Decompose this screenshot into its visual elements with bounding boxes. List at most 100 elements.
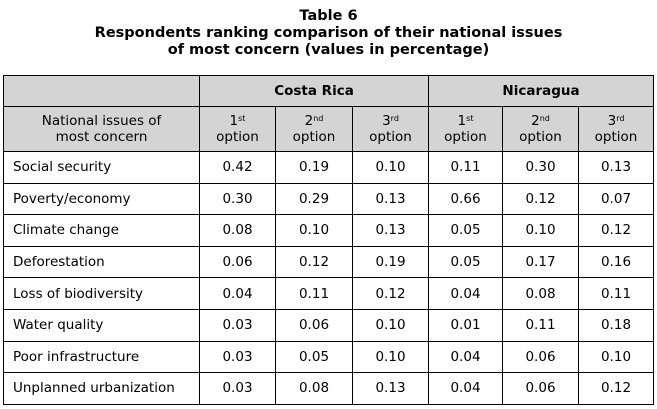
value-cell: 0.05 [428, 214, 503, 247]
table-row: Poor infrastructure 0.03 0.05 0.10 0.04 0.06 0… [3, 340, 655, 374]
issue-column-header: National issues of most concern [3, 106, 200, 152]
value-cell: 0.11 [577, 277, 655, 310]
value-cell: 0.07 [577, 182, 655, 216]
country-header-nicaragua: Nicaragua [427, 75, 655, 107]
issue-cell: Climate change [3, 214, 200, 247]
option-rank-suffix: rd [616, 114, 625, 123]
issue-cell: Loss of biodiversity [3, 277, 200, 310]
value-cell: 0.18 [577, 308, 655, 342]
value-cell: 0.06 [275, 308, 353, 342]
value-cell: 0.16 [577, 245, 655, 279]
value-cell: 0.12 [502, 182, 579, 216]
value-cell: 0.29 [275, 182, 353, 216]
issue-cell: Poverty/economy [3, 182, 200, 216]
value-cell: 0.10 [352, 151, 429, 184]
value-cell: 0.12 [275, 245, 353, 279]
option-rank-number: 3 [607, 113, 617, 129]
value-cell: 0.01 [428, 308, 503, 342]
value-cell: 0.03 [199, 372, 276, 405]
option-column-header: 3rd option [352, 106, 429, 152]
value-cell: 0.04 [199, 277, 276, 310]
option-column-header: 3rd option [577, 106, 655, 152]
option-rank-number: 2 [531, 113, 540, 129]
ranking-comparison-table: Costa Rica Nicaragua National issues of … [3, 75, 655, 405]
issue-cell: Water quality [3, 308, 200, 342]
table-title-line-2: of most concern (values in percentage) [167, 42, 490, 58]
option-rank-number: 1 [229, 113, 239, 129]
value-cell: 0.05 [275, 340, 353, 374]
option-word: option [594, 129, 638, 145]
value-cell: 0.08 [199, 214, 276, 247]
value-cell: 0.19 [352, 245, 429, 279]
value-cell: 0.10 [352, 308, 429, 342]
value-cell: 0.08 [502, 277, 579, 310]
table-row: Social security 0.42 0.19 0.10 0.11 0.30 0.13 [3, 151, 655, 184]
value-cell: 0.11 [275, 277, 353, 310]
value-cell: 0.04 [428, 340, 503, 374]
corner-cell [3, 75, 200, 107]
option-rank: 3rd [353, 113, 428, 129]
option-rank-suffix: rd [390, 114, 399, 123]
option-word: option [216, 129, 259, 145]
value-cell: 0.03 [199, 308, 276, 342]
issue-header-line-2: most concern [55, 129, 148, 145]
value-cell: 0.10 [577, 340, 655, 374]
issue-cell: Social security [3, 151, 200, 184]
value-cell: 0.05 [428, 245, 503, 279]
value-cell: 0.30 [502, 151, 579, 184]
value-cell: 0.08 [275, 372, 353, 405]
option-rank: 3rd [579, 113, 653, 129]
value-cell: 0.04 [428, 277, 503, 310]
value-cell: 0.06 [502, 340, 579, 374]
issue-cell: Deforestation [3, 245, 200, 279]
value-cell: 0.12 [352, 277, 429, 310]
option-rank-suffix: nd [539, 114, 550, 123]
table-row: Loss of biodiversity 0.04 0.11 0.12 0.04 0.08… [3, 277, 655, 310]
table-number: Table 6 [299, 8, 358, 24]
value-cell: 0.11 [428, 151, 503, 184]
table-row: Unplanned urbanization 0.03 0.08 0.13 0.04 0.… [3, 372, 655, 405]
option-rank: 1st [429, 113, 502, 129]
value-cell: 0.30 [199, 182, 276, 216]
issue-cell: Unplanned urbanization [3, 372, 200, 405]
table-row: Climate change 0.08 0.10 0.13 0.05 0.10 0.12 [3, 214, 655, 247]
option-rank: 2nd [503, 113, 578, 129]
table-title-line-1: Respondents ranking comparison of their … [94, 25, 563, 41]
value-cell: 0.03 [199, 340, 276, 374]
table-row: Deforestation 0.06 0.12 0.19 0.05 0.17 0.16 [3, 245, 655, 279]
value-cell: 0.13 [577, 151, 655, 184]
option-column-header: 1st option [428, 106, 503, 152]
value-cell: 0.10 [502, 214, 579, 247]
option-rank-number: 2 [304, 113, 314, 129]
value-cell: 0.42 [199, 151, 276, 184]
value-cell: 0.17 [502, 245, 579, 279]
value-cell: 0.13 [352, 182, 429, 216]
value-cell: 0.13 [352, 372, 429, 405]
option-rank-suffix: st [466, 114, 474, 123]
value-cell: 0.10 [352, 340, 429, 374]
option-column-header: 2nd option [502, 106, 579, 152]
value-cell: 0.04 [428, 372, 503, 405]
value-cell: 0.12 [577, 214, 655, 247]
country-header-costa-rica: Costa Rica [199, 75, 429, 107]
option-word: option [519, 129, 562, 145]
value-cell: 0.12 [577, 372, 655, 405]
table-row: Poverty/economy 0.30 0.29 0.13 0.66 0.12 0.07 [3, 182, 655, 216]
option-word: option [369, 129, 412, 145]
issue-header-line-1: National issues of [41, 113, 162, 129]
option-word: option [444, 129, 487, 145]
option-rank-suffix: nd [313, 114, 324, 123]
issue-cell: Poor infrastructure [3, 340, 200, 374]
option-word: option [292, 129, 336, 145]
value-cell: 0.66 [428, 182, 503, 216]
table-row: Water quality 0.03 0.06 0.10 0.01 0.11 0.18 [3, 308, 655, 342]
option-rank-number: 3 [382, 113, 391, 129]
option-rank: 1st [200, 113, 275, 129]
option-column-header: 2nd option [275, 106, 353, 152]
option-column-header: 1st option [199, 106, 276, 152]
value-cell: 0.13 [352, 214, 429, 247]
value-cell: 0.11 [502, 308, 579, 342]
option-rank: 2nd [276, 113, 352, 129]
value-cell: 0.06 [199, 245, 276, 279]
value-cell: 0.06 [502, 372, 579, 405]
